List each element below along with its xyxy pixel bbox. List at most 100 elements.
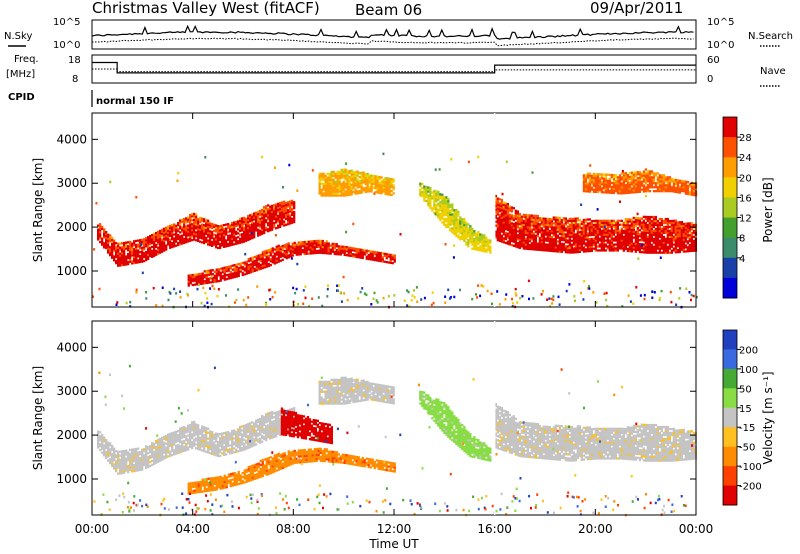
- data-cell: [610, 181, 614, 185]
- data-cell: [185, 221, 188, 224]
- data-cell: [650, 231, 653, 234]
- data-cell: [330, 192, 333, 195]
- data-cell: [494, 210, 497, 213]
- data-cell: [221, 232, 224, 235]
- data-cell: [620, 231, 623, 234]
- data-cell: [628, 187, 632, 190]
- data-cell: [654, 223, 657, 227]
- noise-cell: [327, 284, 329, 287]
- data-cell: [672, 190, 676, 193]
- data-cell: [352, 173, 355, 176]
- data-cell: [443, 211, 446, 215]
- data-cell: [644, 221, 647, 225]
- station-title: Christmas Valley West (fitACF): [92, 0, 320, 17]
- data-cell: [183, 233, 186, 237]
- data-cell: [145, 252, 148, 256]
- data-cell: [233, 227, 236, 230]
- data-cell: [265, 265, 268, 268]
- data-cell: [650, 229, 653, 233]
- data-cell: [392, 184, 395, 187]
- data-cell: [522, 233, 525, 236]
- data-cell: [137, 239, 140, 242]
- data-cell: [181, 234, 184, 237]
- data-cell: [345, 248, 348, 251]
- data-cell: [626, 189, 630, 192]
- data-cell: [652, 225, 655, 229]
- noise-cell: [202, 286, 205, 290]
- data-cell: [459, 224, 462, 227]
- data-cell: [676, 237, 679, 240]
- data-cell: [558, 246, 561, 249]
- data-cell: [662, 178, 666, 181]
- data-cell: [648, 225, 651, 229]
- data-cell: [265, 228, 268, 232]
- noise-cell: [233, 301, 236, 304]
- data-cell: [636, 177, 640, 180]
- data-cell: [195, 281, 198, 284]
- data-cell: [127, 247, 130, 250]
- data-cell: [113, 249, 116, 252]
- data-cell: [311, 246, 314, 249]
- data-cell: [261, 261, 264, 264]
- noise-cell: [690, 298, 692, 302]
- data-cell: [646, 231, 649, 234]
- data-cell: [121, 246, 124, 249]
- data-cell: [97, 238, 100, 241]
- data-cell: [205, 238, 208, 241]
- noise-cell: [393, 294, 396, 297]
- noise-cell: [304, 296, 307, 300]
- data-cell: [662, 245, 665, 248]
- noise-cell: [573, 295, 576, 298]
- data-cell: [388, 177, 391, 180]
- data-cell: [624, 247, 627, 250]
- noise-cell: [145, 297, 148, 300]
- data-cell: [506, 236, 509, 239]
- data-cell: [251, 217, 254, 220]
- data-cell: [131, 454, 134, 457]
- data-cell: [467, 231, 470, 234]
- data-cell: [227, 265, 230, 268]
- data-cell: [213, 229, 216, 232]
- data-cell: [548, 222, 551, 225]
- data-cell: [554, 242, 557, 245]
- y-tick-label: 3000: [56, 176, 87, 190]
- data-cell: [548, 220, 551, 223]
- data-cell: [652, 186, 656, 189]
- data-cell: [455, 210, 458, 214]
- data-cell: [526, 245, 529, 248]
- data-cell: [447, 223, 450, 226]
- data-cell: [223, 224, 226, 227]
- data-cell: [471, 243, 474, 246]
- data-cell: [485, 238, 488, 241]
- noise-cell: [407, 290, 410, 294]
- data-cell: [365, 249, 368, 252]
- data-cell: [652, 178, 656, 181]
- data-cell: [686, 232, 689, 235]
- data-cell: [528, 226, 531, 229]
- data-cell: [612, 229, 615, 232]
- date-label: 09/Apr/2011: [590, 0, 683, 17]
- data-cell: [201, 231, 204, 234]
- data-cell: [269, 213, 272, 216]
- data-cell: [538, 242, 541, 246]
- data-cell: [606, 247, 609, 250]
- data-cell: [129, 458, 132, 461]
- data-cell: [624, 220, 627, 223]
- data-cell: [344, 194, 347, 197]
- data-cell: [109, 250, 112, 253]
- data-cell: [652, 233, 655, 236]
- data-cell: [133, 467, 136, 471]
- data-cell: [223, 268, 226, 271]
- data-cell: [604, 231, 607, 234]
- data-cell: [628, 242, 631, 245]
- data-cell: [540, 245, 543, 248]
- freq-unit: [MHz]: [6, 69, 35, 80]
- data-cell: [253, 218, 256, 221]
- data-cell: [670, 237, 673, 240]
- data-cell: [338, 186, 341, 189]
- data-cell: [692, 193, 696, 197]
- data-cell: [388, 187, 391, 190]
- data-cell: [660, 176, 664, 179]
- data-cell: [590, 174, 594, 177]
- data-cell: [500, 228, 503, 231]
